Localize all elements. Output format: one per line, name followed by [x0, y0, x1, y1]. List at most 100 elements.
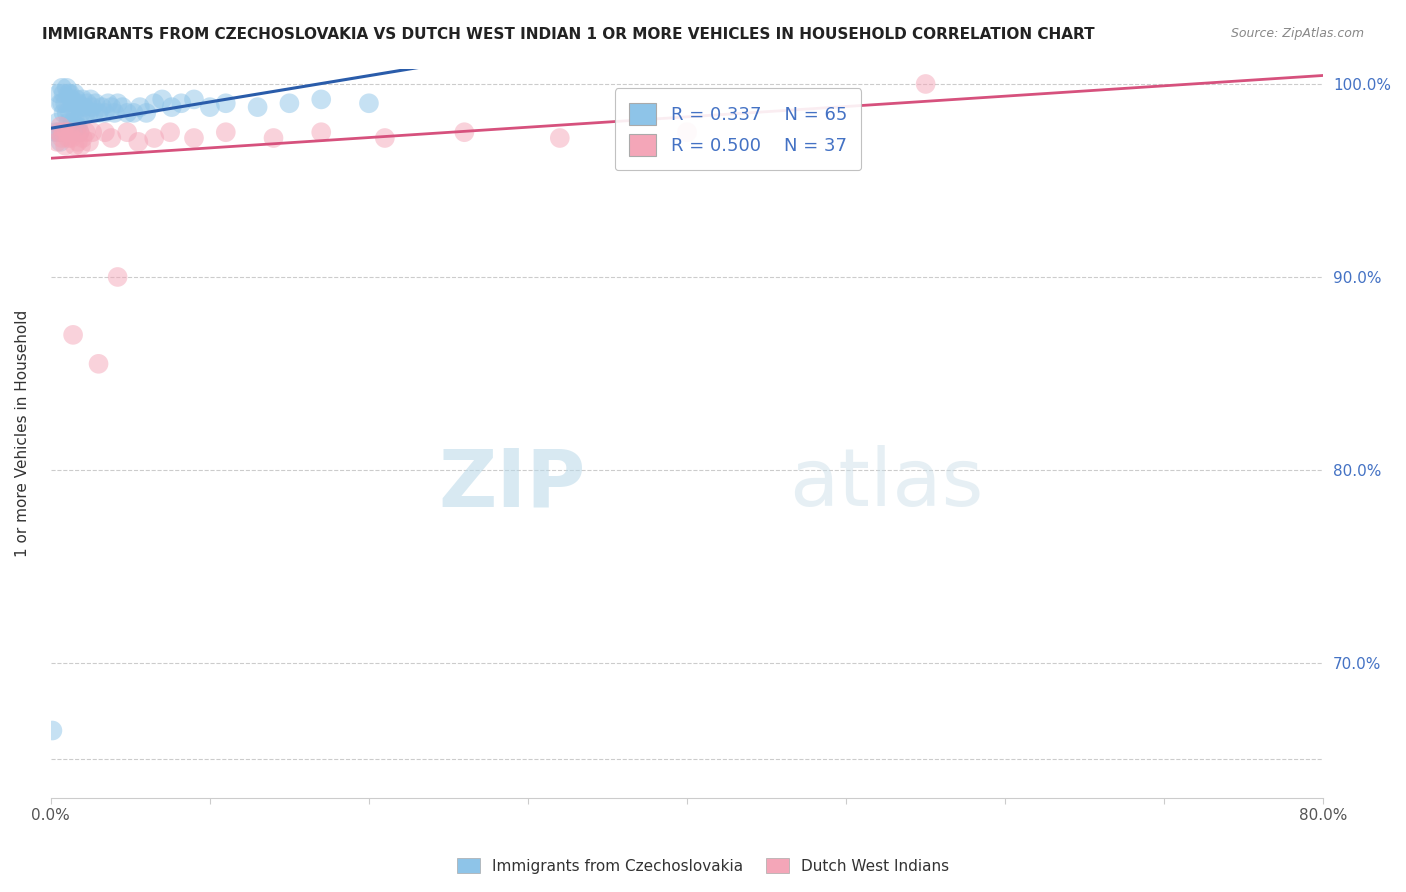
Point [215, 125, 238, 139]
Point [914, 77, 936, 91]
Point [309, 92, 332, 106]
Point [66, 135, 89, 149]
Legend: Immigrants from Czechoslovakia, Dutch West Indians: Immigrants from Czechoslovakia, Dutch We… [451, 852, 955, 880]
Point [183, 92, 205, 106]
Point [75, 125, 97, 139]
Point [100, 131, 122, 145]
Point [52, 125, 75, 139]
Point [94, 125, 117, 139]
Point [87, 106, 110, 120]
Point [51, 80, 73, 95]
Point [49, 96, 72, 111]
Point [75, 106, 97, 120]
Point [107, 269, 129, 284]
Point [49, 135, 72, 149]
Point [115, 106, 138, 120]
Point [58, 131, 80, 145]
Point [52, 87, 75, 101]
Legend: R = 0.337    N = 65, R = 0.500    N = 37: R = 0.337 N = 65, R = 0.500 N = 37 [614, 88, 862, 170]
Point [215, 96, 238, 111]
Point [84, 96, 107, 111]
Point [62, 96, 84, 111]
Point [41, 723, 63, 738]
Point [70, 106, 93, 120]
Point [59, 106, 82, 120]
Point [59, 125, 82, 139]
Point [82, 100, 104, 114]
Point [90, 100, 112, 114]
Point [127, 135, 149, 149]
Point [69, 125, 91, 139]
Point [122, 106, 145, 120]
Point [63, 87, 86, 101]
Point [159, 125, 181, 139]
Point [65, 92, 87, 106]
Point [72, 92, 94, 106]
Point [51, 125, 73, 139]
Point [115, 125, 138, 139]
Text: atlas: atlas [789, 445, 983, 524]
Point [170, 96, 193, 111]
Point [183, 131, 205, 145]
Point [65, 125, 87, 139]
Point [51, 96, 73, 111]
Point [278, 96, 301, 111]
Point [76, 96, 98, 111]
Point [70, 138, 93, 153]
Point [60, 120, 83, 134]
Text: IMMIGRANTS FROM CZECHOSLOVAKIA VS DUTCH WEST INDIAN 1 OR MORE VEHICLES IN HOUSEH: IMMIGRANTS FROM CZECHOSLOVAKIA VS DUTCH … [42, 27, 1095, 42]
Point [48, 87, 70, 101]
Point [59, 87, 82, 101]
Point [548, 131, 571, 145]
Point [83, 106, 105, 120]
Point [51, 131, 73, 145]
Point [100, 100, 122, 114]
Point [97, 96, 120, 111]
Point [676, 125, 699, 139]
Point [103, 106, 125, 120]
Point [53, 138, 76, 153]
Point [58, 87, 80, 101]
Point [77, 135, 100, 149]
Point [53, 96, 76, 111]
Point [55, 106, 77, 120]
Point [69, 100, 91, 114]
Point [143, 96, 166, 111]
Point [60, 131, 83, 145]
Point [107, 96, 129, 111]
Point [46, 135, 69, 149]
Point [48, 125, 70, 139]
Point [82, 125, 104, 139]
Point [309, 125, 332, 139]
Point [62, 327, 84, 342]
Point [65, 120, 87, 134]
Point [62, 115, 84, 129]
Point [66, 120, 89, 134]
Point [58, 115, 80, 129]
Point [357, 96, 380, 111]
Point [160, 100, 183, 114]
Text: Source: ZipAtlas.com: Source: ZipAtlas.com [1230, 27, 1364, 40]
Point [246, 100, 269, 114]
Point [129, 100, 152, 114]
Point [87, 357, 110, 371]
Point [46, 115, 69, 129]
Point [63, 112, 86, 126]
Point [198, 100, 221, 114]
Text: ZIP: ZIP [439, 445, 585, 524]
Point [52, 106, 75, 120]
Point [111, 100, 134, 114]
Point [45, 125, 67, 139]
Point [72, 131, 94, 145]
Point [63, 138, 86, 153]
Point [73, 100, 96, 114]
Y-axis label: 1 or more Vehicles in Household: 1 or more Vehicles in Household [15, 310, 30, 557]
Point [79, 92, 101, 106]
Point [143, 131, 166, 145]
Point [150, 92, 173, 106]
Point [94, 106, 117, 120]
Point [66, 96, 89, 111]
Point [453, 125, 475, 139]
Point [60, 92, 83, 106]
Point [55, 125, 77, 139]
